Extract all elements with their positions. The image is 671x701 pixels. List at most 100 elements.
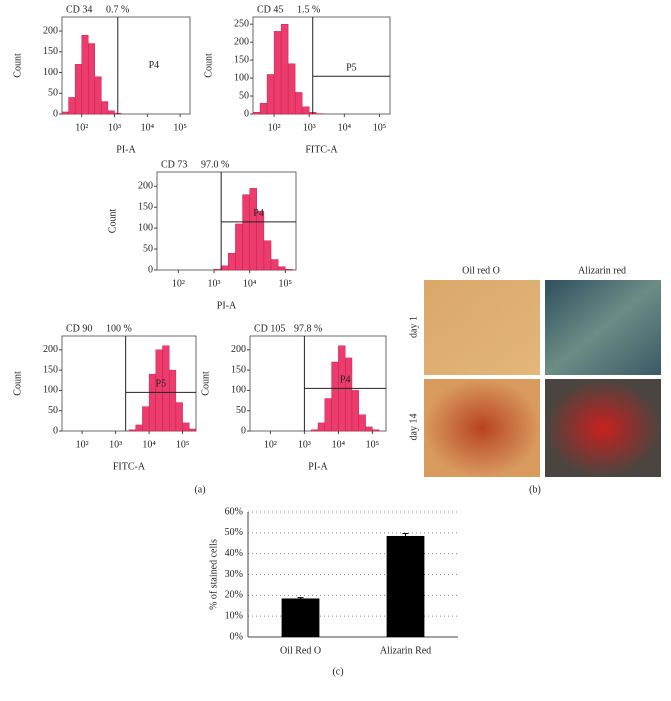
y-tick-label: 250 <box>234 18 249 29</box>
x-tick-label: 10² <box>268 122 281 133</box>
histogram-bar <box>156 350 163 431</box>
x-tick-label: 10² <box>75 122 88 133</box>
x-axis-label: PI-A <box>116 144 136 155</box>
histogram-bar <box>88 44 95 114</box>
y-tick-label: 0 <box>53 425 58 436</box>
gate-percent: 100 % <box>106 323 132 334</box>
micrograph <box>545 280 661 375</box>
x-tick-label: 10⁴ <box>142 439 156 450</box>
y-tick-label: 100 <box>43 385 58 396</box>
bar <box>282 598 320 637</box>
y-tick-label: 150 <box>43 46 58 57</box>
x-tick-label: 10³ <box>298 439 311 450</box>
histogram-bar <box>142 407 149 431</box>
y-tick-label: 200 <box>43 25 58 36</box>
histogram-bar <box>214 269 221 270</box>
y-tick-label: 0 <box>241 425 246 436</box>
x-tick-label: 10³ <box>109 439 122 450</box>
histogram-bar <box>235 224 242 270</box>
y-tick-label: 0% <box>230 631 243 642</box>
y-tick-label: 50 <box>239 90 249 101</box>
y-axis-label: Count <box>12 371 23 396</box>
x-tick-label: 10⁵ <box>176 439 190 450</box>
y-axis-label: Count <box>12 53 23 78</box>
histogram-bar <box>95 77 102 114</box>
x-tick-label: 10⁴ <box>243 278 257 289</box>
y-tick-label: 0 <box>244 108 249 119</box>
y-tick-label: 100 <box>234 72 249 83</box>
histogram-bar <box>267 74 274 114</box>
histogram-bar <box>221 266 228 270</box>
gate-percent: 0.7 % <box>106 4 129 15</box>
y-axis-label: Count <box>203 53 214 78</box>
histogram-bar <box>281 24 288 114</box>
histogram-bar <box>108 111 115 114</box>
histogram-bar <box>169 370 176 431</box>
micrograph <box>545 379 661 477</box>
gate-name: P4 <box>340 375 351 386</box>
gate-name: P4 <box>149 60 160 71</box>
panel-label: (b) <box>529 484 541 495</box>
y-tick-label: 100 <box>231 385 246 396</box>
gate-percent: 1.5 % <box>297 4 320 15</box>
histogram-bar <box>253 112 260 114</box>
histogram-bar <box>129 430 136 431</box>
y-tick-label: 100 <box>43 67 58 78</box>
gate-name: P4 <box>253 208 264 219</box>
histogram-bar <box>62 112 69 114</box>
x-tick-label: 10⁵ <box>366 439 380 450</box>
x-tick-label: 10² <box>76 439 89 450</box>
histogram-bar <box>288 64 295 114</box>
histogram-bar <box>285 269 292 270</box>
x-tick-label: 10⁵ <box>279 278 293 289</box>
histogram-bar <box>325 399 332 431</box>
x-tick-label: 10² <box>172 278 185 289</box>
histogram-bar <box>278 267 285 270</box>
x-tick-label: 10³ <box>303 122 316 133</box>
y-tick-label: 50 <box>48 405 58 416</box>
histogram-bar <box>101 102 108 114</box>
histogram-bar <box>359 415 366 431</box>
micrograph <box>424 379 540 477</box>
histogram-bar <box>250 188 257 270</box>
bar <box>387 536 425 637</box>
y-axis-label: % of stained cells <box>208 539 219 610</box>
histogram-bar <box>75 64 82 114</box>
histogram-bar <box>372 430 379 431</box>
x-tick-label: 10² <box>264 439 277 450</box>
y-tick-label: 150 <box>234 54 249 65</box>
y-tick-label: 50% <box>225 527 243 538</box>
y-tick-label: 200 <box>43 344 58 355</box>
histogram-bar <box>295 92 302 114</box>
y-tick-label: 150 <box>231 364 246 375</box>
gate-percent: 97.8 % <box>294 323 322 334</box>
histogram-bar <box>274 31 281 114</box>
y-tick-label: 200 <box>231 344 246 355</box>
x-tick-label: 10³ <box>108 122 121 133</box>
y-tick-label: 50 <box>48 88 58 99</box>
x-axis-label: PI-A <box>308 461 328 472</box>
row-label: day 14 <box>408 414 419 441</box>
y-tick-label: 150 <box>138 201 153 212</box>
y-tick-label: 100 <box>138 222 153 233</box>
y-tick-label: 150 <box>43 364 58 375</box>
histogram-bar <box>352 390 359 431</box>
histogram-bar <box>332 362 339 431</box>
chart-title: CD 34 <box>66 4 92 15</box>
panel-label: (c) <box>332 666 343 677</box>
x-axis-label: FITC-A <box>305 144 338 155</box>
histogram-bar <box>82 35 89 114</box>
row-label: day 1 <box>408 316 419 338</box>
x-tick-label: 10³ <box>208 278 221 289</box>
y-tick-label: 20% <box>225 590 243 601</box>
column-label: Oil red O <box>462 265 500 276</box>
histogram-bar <box>69 97 76 114</box>
micrograph <box>424 280 540 375</box>
histogram-bar <box>189 429 196 431</box>
gate-name: P5 <box>346 63 357 74</box>
histogram-bar <box>264 241 271 270</box>
histogram-bar <box>243 195 250 270</box>
histogram-bar <box>311 430 318 431</box>
x-axis-label: PI-A <box>217 300 237 311</box>
y-tick-label: 50 <box>236 405 246 416</box>
